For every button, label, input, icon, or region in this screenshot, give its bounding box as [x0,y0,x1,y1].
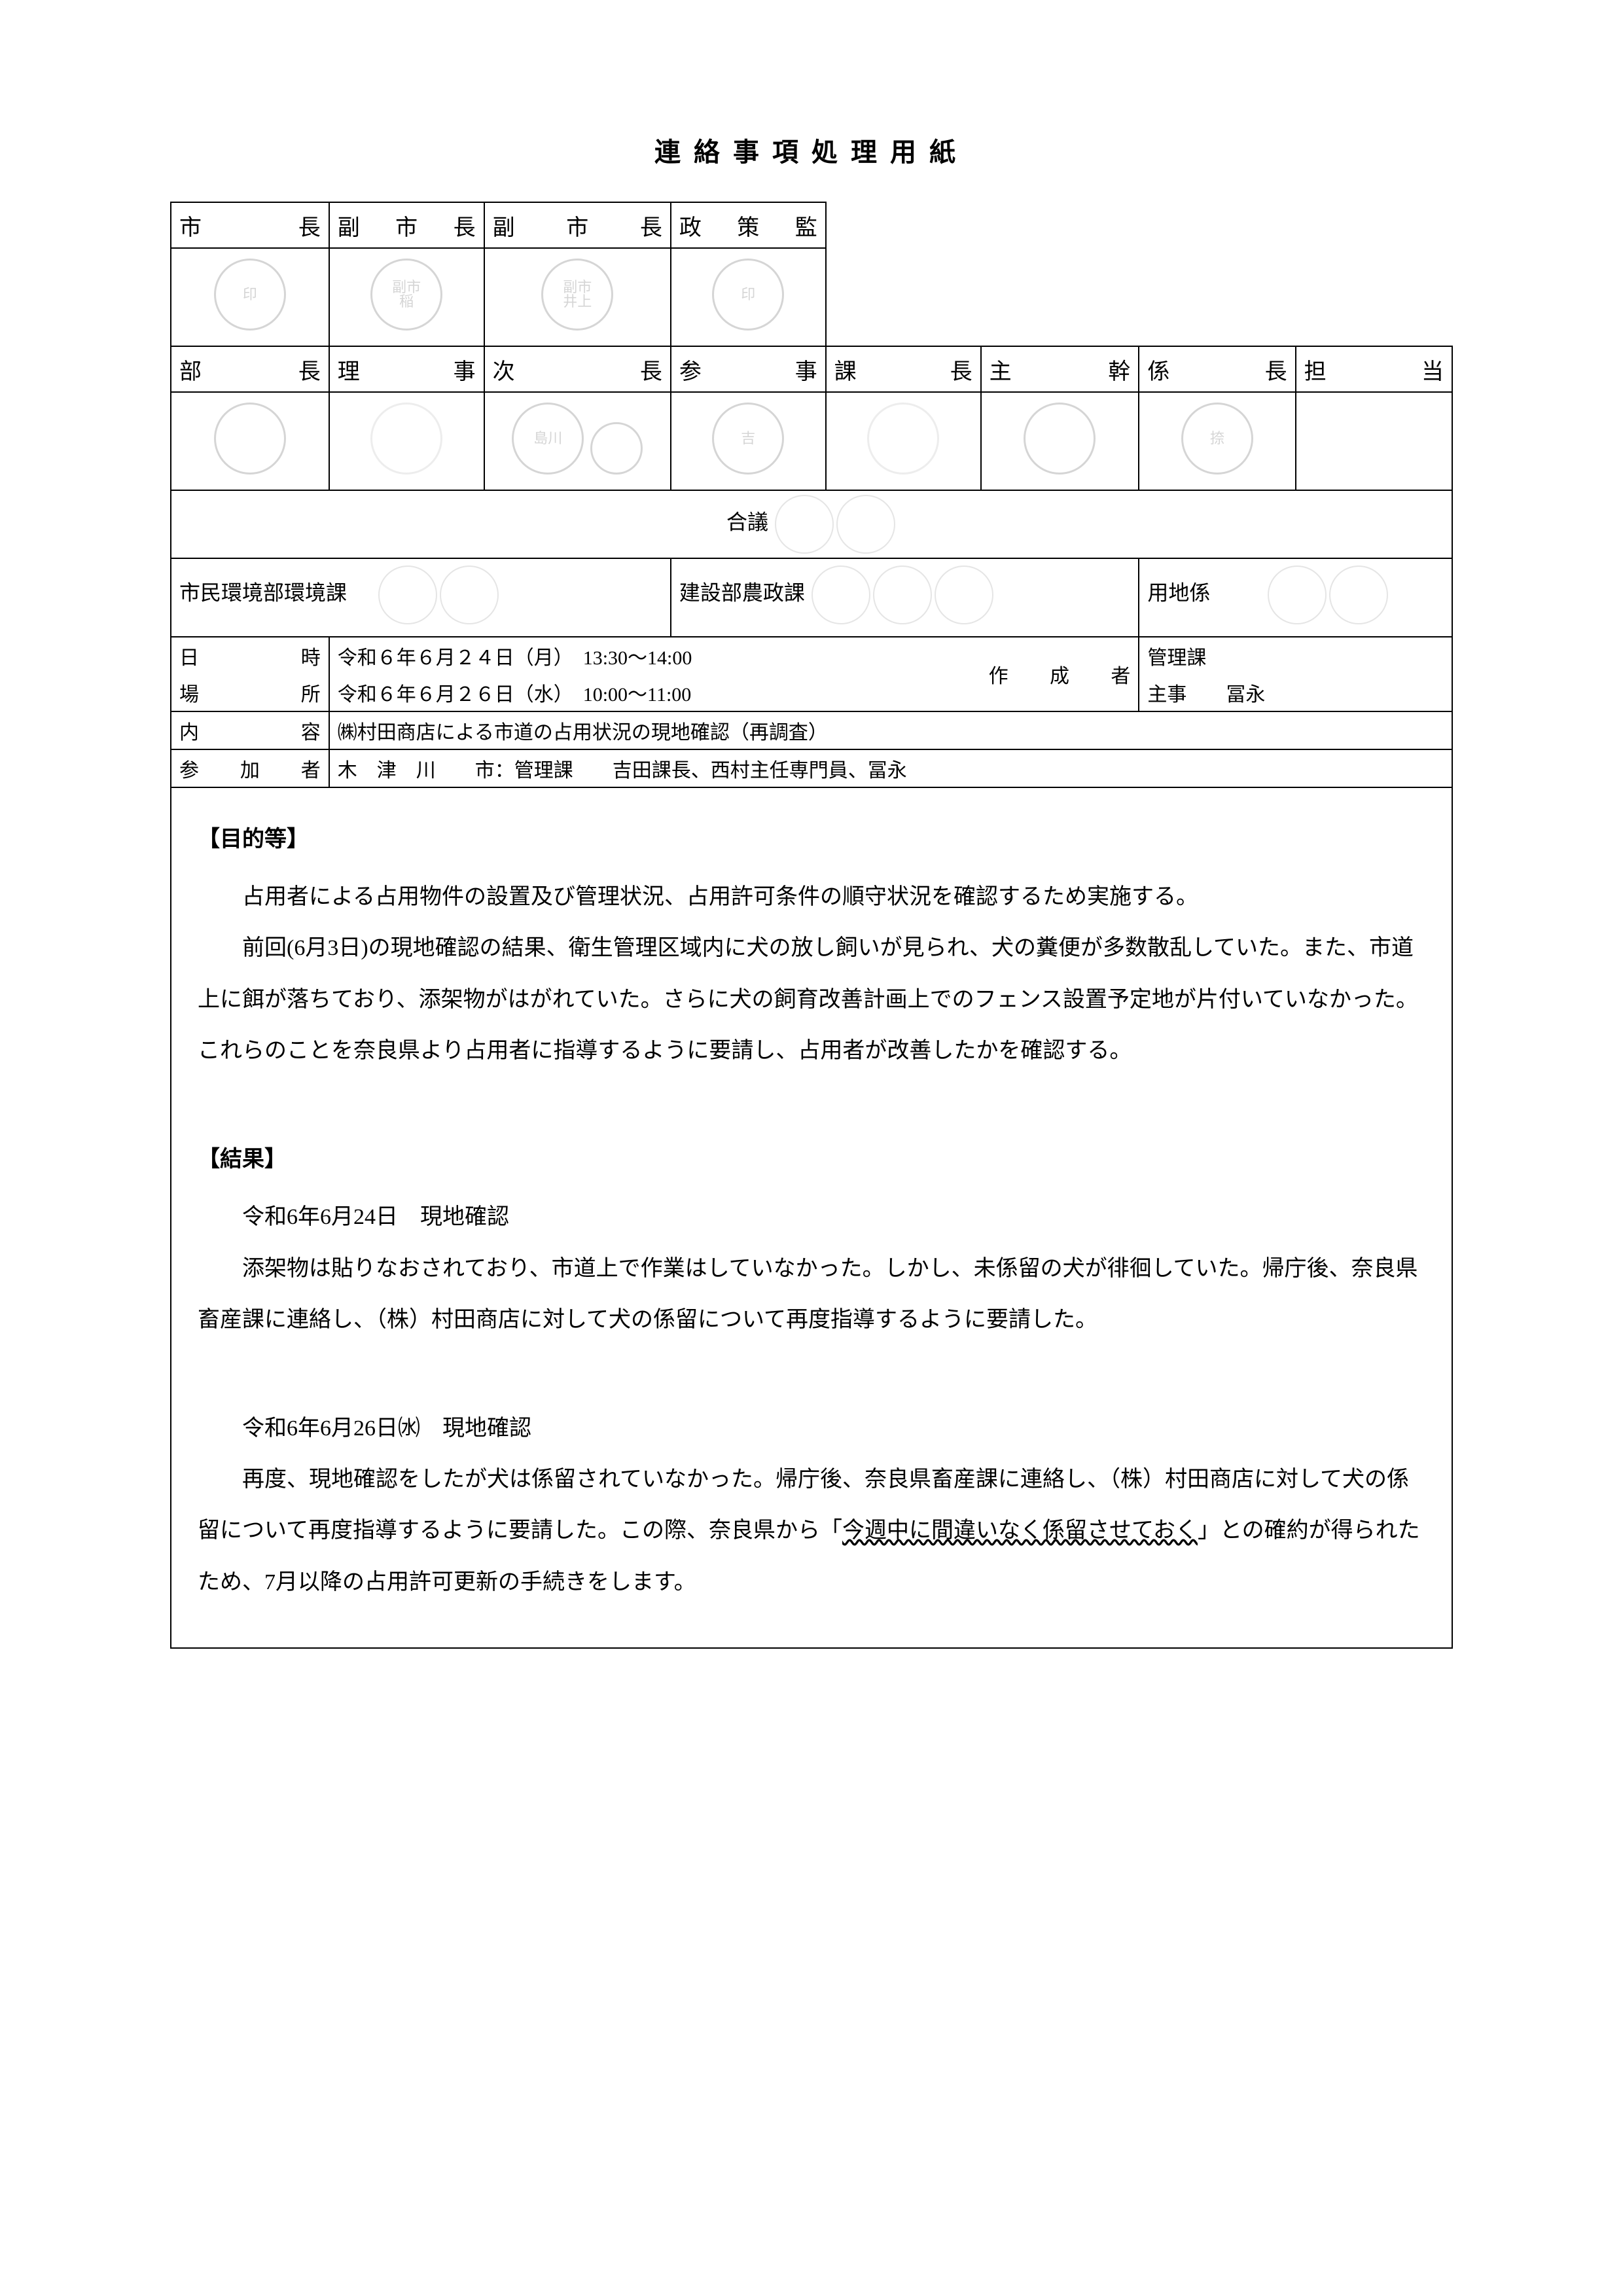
purpose-p2: 前回(6月3日)の現地確認の結果、衛生管理区域内に犬の放し飼いが見られ、犬の糞便… [198,923,1425,1077]
stamp-kacho [826,392,981,490]
consultation-dept-1: 市民環境部環境課 [171,558,671,637]
result-header: 【結果】 [198,1134,1425,1185]
label-kacho: 課 長 [826,346,981,392]
author-label: 作 成 者 [981,637,1139,711]
body-section: 【目的等】 占用者による占用物件の設置及び管理状況、占用許可条件の順守状況を確認… [170,788,1453,1649]
result2-text: 再度、現地確認をしたが犬は係留されていなかった。帰庁後、奈良県畜産課に連絡し、（… [198,1454,1425,1608]
consultation-label: 合議 [726,510,768,533]
label-tanto: 担 当 [1296,346,1452,392]
participants-label: 参 加 者 [171,749,329,787]
stamp-shukan [981,392,1139,490]
stamp-deputy-2: 副市井上 [484,248,671,346]
datetime-label: 日 時 [171,637,329,674]
author-name: 主事 冨永 [1139,674,1452,711]
stamp-bucho [171,392,329,490]
label-deputy-mayor-1: 副 市 長 [329,202,484,248]
label-jicho: 次 長 [484,346,671,392]
dept3-text: 用地係 [1147,581,1210,604]
dept1-text: 市民環境部環境課 [179,581,347,604]
consultation-dept-2: 建設部農政課 [671,558,1139,637]
label-sanji: 参 事 [671,346,826,392]
stamp-deputy-1: 副市稲 [329,248,484,346]
approval-table: 市 長 副 市 長 副 市 長 政 策 監 印 副市稲 副市井上 印 部 長 理… [170,202,1453,788]
result2-date: 令和6年6月26日㈬ 現地確認 [242,1403,1425,1454]
label-kakaricho: 係 長 [1139,346,1295,392]
label-bucho: 部 長 [171,346,329,392]
label-deputy-mayor-2: 副 市 長 [484,202,671,248]
stamp-mayor: 印 [171,248,329,346]
result1-text: 添架物は貼りなおされており、市道上で作業はしていなかった。しかし、未係留の犬が徘… [198,1244,1425,1346]
r2b: 今週中に間違いなく係留させておく [842,1518,1198,1543]
result1-date: 令和6年6月24日 現地確認 [242,1192,1425,1243]
consultation-label-cell: 合議 [171,490,1452,558]
label-shukan: 主 幹 [981,346,1139,392]
stamp-riji [329,392,484,490]
stamp-tanto [1296,392,1452,490]
datetime-value-1: 令和６年６月２４日（月） 13:30～14:00 [329,637,981,674]
purpose-p1: 占用者による占用物件の設置及び管理状況、占用許可条件の順守状況を確認するため実施… [198,872,1425,923]
stamp-policy: 印 [671,248,826,346]
consultation-dept-3: 用地係 [1139,558,1452,637]
label-riji: 理 事 [329,346,484,392]
stamp-sanji: 吉 [671,392,826,490]
content-value: ㈱村田商店による市道の占用状況の現地確認（再調査） [329,711,1452,749]
datetime-value-2: 令和６年６月２６日（水） 10:00～11:00 [329,674,981,711]
purpose-header: 【目的等】 [198,814,1425,865]
dept2-text: 建設部農政課 [679,581,805,604]
document-title: 連絡事項処理用紙 [170,131,1453,169]
participants-value: 木 津 川 市：管理課 吉田課長、西村主任専門員、冨永 [329,749,1452,787]
label-policy-supervisor: 政 策 監 [671,202,826,248]
label-mayor: 市 長 [171,202,329,248]
content-label: 内 容 [171,711,329,749]
stamp-jicho: 島川 [484,392,671,490]
author-dept: 管理課 [1139,637,1452,674]
stamp-kakaricho: 捺 [1139,392,1295,490]
place-label: 場 所 [171,674,329,711]
